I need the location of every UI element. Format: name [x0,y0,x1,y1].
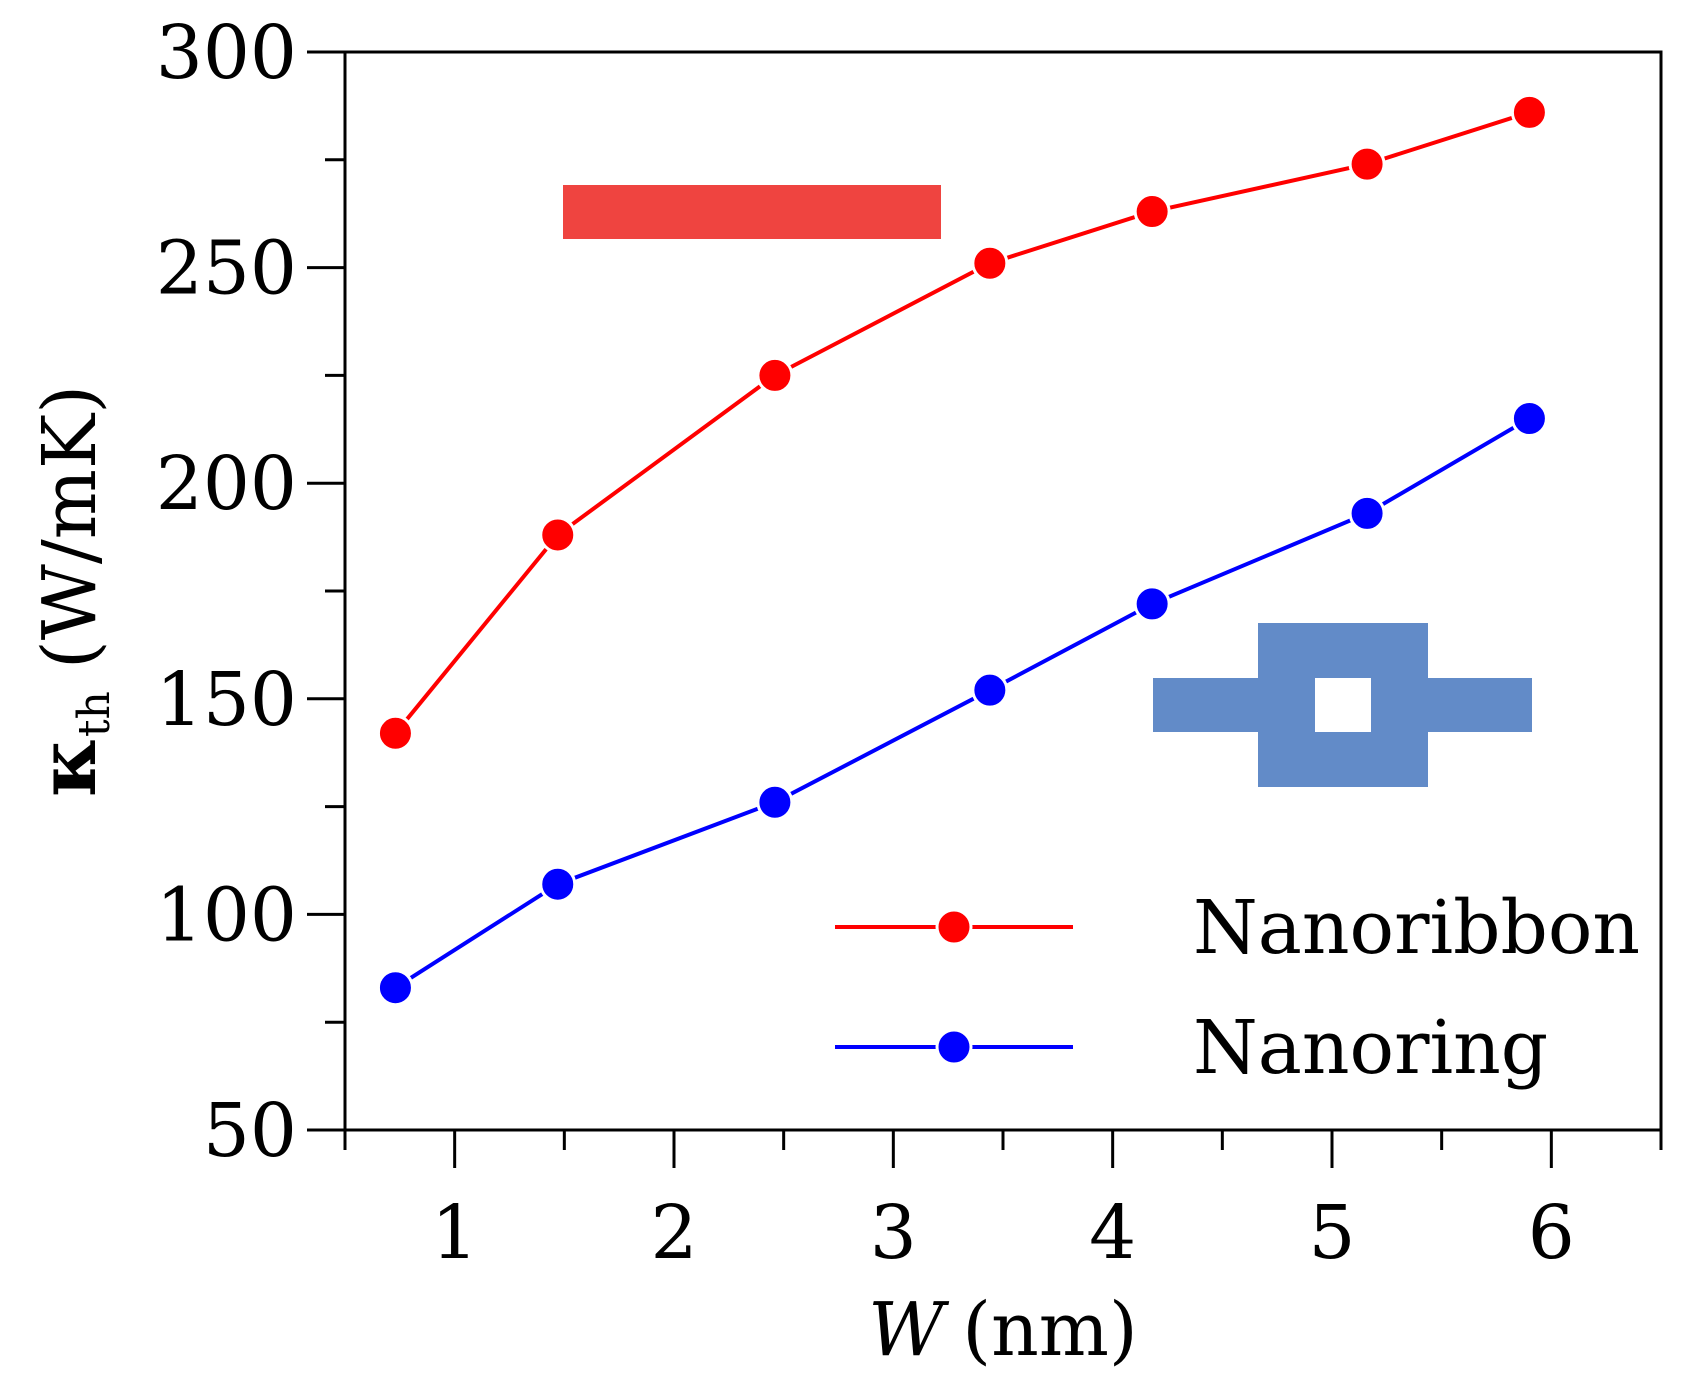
legend-label-nanoribbon: Nanoribbon [1193,885,1640,971]
data-point-nanoring [971,671,1009,709]
data-point-nanoring [1348,494,1386,532]
y-tick-label: 300 [156,10,297,96]
svg-text:κth(W/mK): κth (W/mK) [20,385,120,797]
ticks [307,50,1663,1168]
legend-marker-nanoring [935,1028,973,1066]
data-point-nanoring [376,969,414,1007]
y-tick-label: 150 [156,657,297,743]
x-axis-label-unit: (nm) [962,1287,1138,1373]
y-axis-label: κth (W/mK) [20,385,120,797]
y-tick-label: 50 [203,1088,297,1174]
x-axis-label: W (nm) [868,1287,1138,1373]
tick-labels: 50 100 150 200 250 300 1 2 3 4 5 6 [156,10,1575,1276]
y-tick-label: 250 [156,226,297,312]
x-tick-label: 5 [1308,1190,1355,1276]
data-point-nanoribbon [1133,193,1171,231]
series-layer [376,93,1548,1007]
nanoring-shape [1153,623,1532,787]
x-tick-label: 6 [1528,1190,1575,1276]
x-axis-label-var: W [868,1287,950,1373]
data-point-nanoribbon [1348,145,1386,183]
data-point-nanoring [756,783,794,821]
data-point-nanoribbon [971,244,1009,282]
x-tick-label: 4 [1089,1190,1136,1276]
nanoring-shape-hole [1315,678,1371,732]
data-point-nanoribbon [376,714,414,752]
data-point-nanoring [1133,585,1171,623]
y-axis-label-symbol: κ [20,737,114,797]
nanoring-shape-left-arm [1153,678,1258,732]
nanoribbon-shape [563,185,941,239]
y-axis-label-unit: (W/mK) [27,385,113,669]
y-tick-label: 200 [156,441,297,527]
legend-marker-nanoribbon [935,908,973,946]
x-tick-label: 2 [650,1190,697,1276]
legend-label-nanoring: Nanoring [1193,1005,1548,1091]
data-point-nanoring [539,865,577,903]
data-point-nanoribbon [539,516,577,554]
y-axis-label-sub: th [69,691,120,737]
nanoring-shape-right-arm [1428,678,1532,732]
y-tick-label: 100 [156,872,297,958]
data-point-nanoribbon [756,356,794,394]
data-point-nanoring [1510,400,1548,438]
data-point-nanoribbon [1510,93,1548,131]
x-tick-label: 1 [431,1190,478,1276]
x-tick-label: 3 [870,1190,917,1276]
legend: Nanoribbon Nanoring [835,885,1640,1091]
